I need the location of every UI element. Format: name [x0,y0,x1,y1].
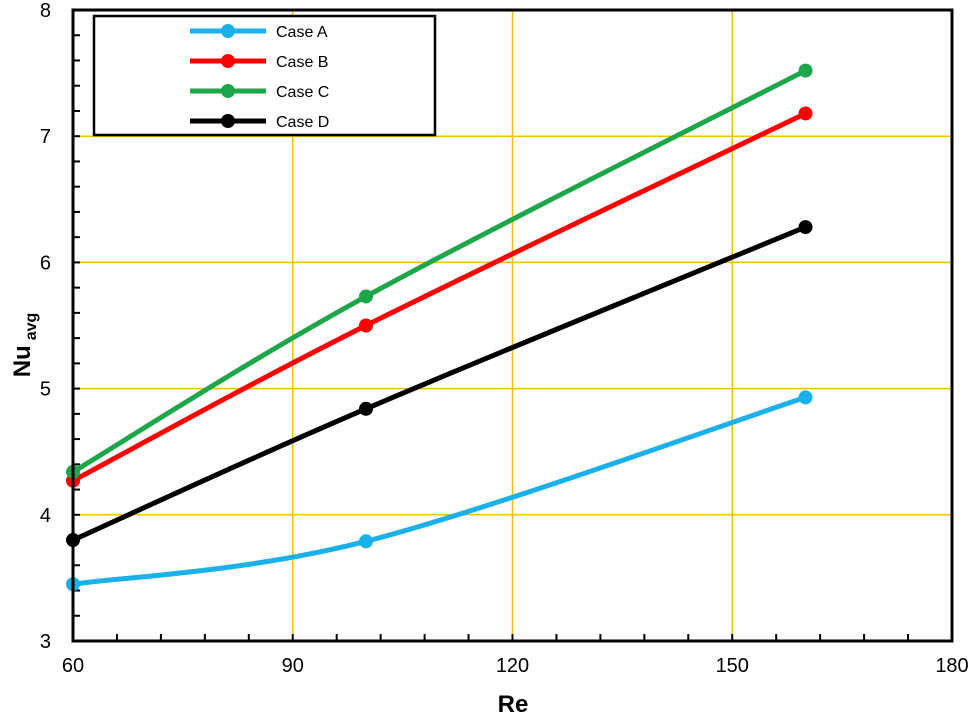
legend-marker-case-a [221,24,235,38]
data-point-case-d [798,220,813,235]
x-axis-title: Re [498,691,529,716]
data-point-case-b [359,318,373,333]
legend-label-case-b: Case B [276,54,328,71]
data-point-case-a [798,390,813,405]
legend: Case A Case B Case C Case D [92,14,437,137]
data-point-case-a [359,534,373,549]
y-axis-title-main: Nu [9,345,36,377]
x-tick-label: 120 [496,655,529,677]
y-tick-label: 8 [40,0,51,22]
series-case-c [66,63,813,479]
legend-label-case-a: Case A [276,24,328,41]
series-case-d [66,220,813,548]
y-tick-label: 6 [40,252,51,274]
x-tick-label: 180 [935,655,968,677]
x-tick-label: 150 [716,655,749,677]
y-tick-label: 7 [40,126,51,148]
series-line-case-d [70,224,808,543]
series-line-case-a [70,394,808,587]
y-axis-title: Nu avg [9,313,40,378]
data-point-case-d [359,401,373,416]
y-tick-label: 5 [40,379,51,401]
legend-label-case-d: Case D [276,114,329,131]
legend-marker-case-d [221,114,235,128]
x-tick-label: 90 [282,655,304,677]
y-tick-label: 4 [40,505,51,527]
legend-marker-case-b [221,54,235,68]
tick-labels: 60 90 120 150 180 3 4 5 6 7 8 [40,0,969,677]
data-point-case-c [359,289,373,304]
legend-item-case-b: Case B [190,54,328,71]
series-case-b [66,106,813,488]
legend-item-case-c: Case C [190,84,329,101]
legend-item-case-d: Case D [190,114,329,131]
data-point-case-b [798,106,813,121]
legend-marker-case-c [221,84,235,98]
series-layer [66,63,813,592]
y-tick-label: 3 [40,631,51,653]
series-case-a [66,390,813,592]
series-line-case-c [70,68,808,475]
plot-frame [71,8,954,643]
data-point-case-c [798,63,813,78]
legend-label-case-c: Case C [276,84,329,101]
series-line-case-b [70,110,808,484]
x-tick-label: 60 [62,655,84,677]
legend-box [92,14,437,137]
legend-items: Case A Case B Case C Case D [190,24,329,131]
y-axis-title-sub: avg [23,313,40,341]
legend-item-case-a: Case A [190,24,328,41]
